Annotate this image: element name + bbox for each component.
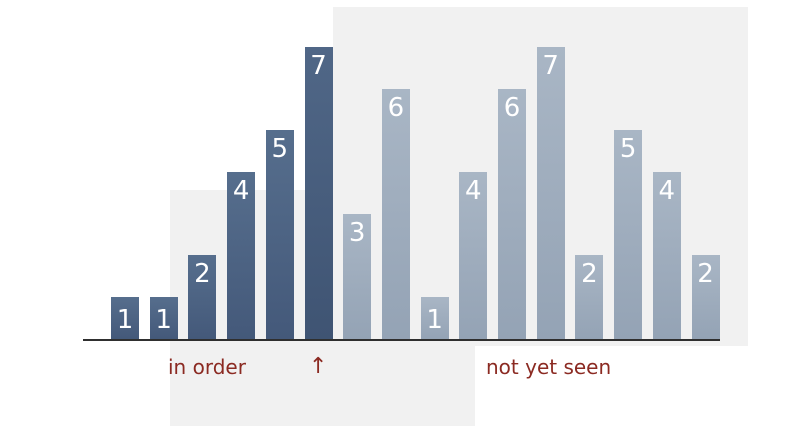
bar-15-unseen: 4 <box>652 171 681 339</box>
bar-5-sorted: 5 <box>265 130 294 339</box>
bar-3-sorted: 2 <box>188 255 217 339</box>
bar-value-label: 4 <box>658 175 676 206</box>
bar-value-label: 3 <box>348 217 366 248</box>
bar-7-unseen: 3 <box>343 213 372 339</box>
bar-value-label: 6 <box>387 92 405 123</box>
bar-value-label: 1 <box>116 305 134 335</box>
bar-value-label: 4 <box>232 175 250 206</box>
bar-12-unseen: 7 <box>536 46 565 339</box>
bar-2-sorted: 1 <box>149 297 178 339</box>
bar-6-sorted: 7 <box>304 46 333 339</box>
bar-13-unseen: 2 <box>575 255 604 339</box>
bar-value-label: 2 <box>581 259 598 290</box>
bar-value-label: 7 <box>542 50 559 81</box>
not-yet-seen-label: not yet seen <box>486 355 612 379</box>
bar-value-label: 1 <box>426 305 443 335</box>
bar-9-unseen: 1 <box>420 297 449 339</box>
current-position-arrow: ↑ <box>309 354 328 379</box>
bar-value-label: 2 <box>697 259 714 290</box>
bar-14-unseen: 5 <box>614 130 643 339</box>
bar-value-label: 5 <box>271 134 289 165</box>
bar-4-sorted: 4 <box>227 171 256 339</box>
bar-1-sorted: 1 <box>111 297 139 339</box>
bar-16-unseen: 2 <box>691 255 720 339</box>
bar-value-label: 7 <box>310 50 327 81</box>
in-order-label: in order <box>168 355 246 379</box>
bar-10-unseen: 4 <box>459 171 488 339</box>
bar-value-label: 6 <box>503 92 521 123</box>
baseline <box>83 339 720 341</box>
bar-value-label: 5 <box>619 134 637 165</box>
bar-11-unseen: 6 <box>498 88 526 339</box>
bar-8-unseen: 6 <box>381 88 410 339</box>
bar-value-label: 4 <box>465 175 482 206</box>
bar-value-label: 2 <box>194 259 211 290</box>
bar-value-label: 1 <box>155 305 172 335</box>
